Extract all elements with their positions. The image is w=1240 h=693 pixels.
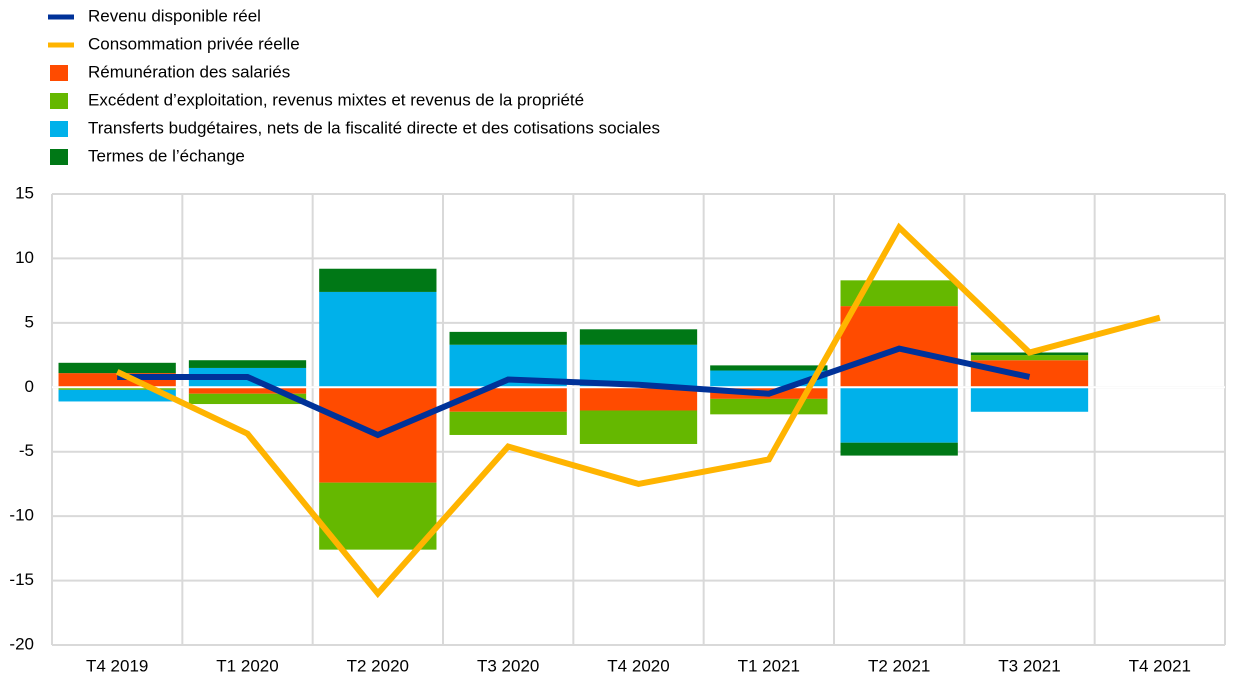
- legend-swatch: [50, 93, 68, 109]
- bar-segment: [579, 410, 698, 444]
- bar-segment: [58, 362, 176, 374]
- bar-segment: [970, 355, 1089, 361]
- x-tick-label: T4 2021: [1129, 656, 1191, 675]
- y-tick-label: 5: [25, 312, 34, 331]
- legend-label: Excédent d’exploitation, revenus mixtes …: [88, 90, 584, 109]
- y-tick-label: 0: [25, 377, 34, 396]
- bar-segment: [710, 365, 828, 371]
- legend-label: Termes de l’échange: [88, 146, 245, 165]
- bar-segment: [188, 387, 307, 394]
- bar-segment: [579, 329, 698, 345]
- line-series: [115, 222, 1161, 599]
- x-tick-label: T3 2020: [477, 656, 539, 675]
- x-tick-label: T4 2020: [607, 656, 669, 675]
- bar-segment: [710, 398, 828, 415]
- y-tick-label: -15: [9, 570, 34, 589]
- x-tick-label: T1 2020: [216, 656, 278, 675]
- y-tick-label: -20: [9, 634, 34, 653]
- bar-segment: [58, 387, 176, 390]
- y-tick-label: -10: [9, 506, 34, 525]
- legend-swatch: [50, 149, 68, 165]
- bar-segment: [319, 268, 437, 292]
- bar-segment: [449, 411, 567, 435]
- legend-label: Consommation privée réelle: [88, 34, 300, 53]
- bar-segment: [840, 387, 958, 443]
- bar-segment: [319, 482, 437, 550]
- bar-segment: [58, 389, 176, 402]
- labels: -20 -15 -10 -5 0 5 10 15 T4 2019 T1 2020 T2 2020 T3…: [9, 6, 1191, 675]
- x-tick-label: T4 2019: [86, 656, 148, 675]
- y-tick-label: 15: [15, 183, 34, 202]
- bar-segment: [970, 360, 1089, 388]
- x-tick-label: T3 2021: [998, 656, 1060, 675]
- y-tick-label: -5: [19, 441, 34, 460]
- legend-swatch: [50, 121, 68, 137]
- bar-segment: [188, 393, 307, 405]
- bar-segment: [579, 387, 698, 411]
- legend-label: Revenu disponible réel: [88, 6, 261, 25]
- bar-segment: [970, 387, 1089, 412]
- bar-segment: [319, 291, 437, 388]
- bar-segment: [840, 442, 958, 456]
- bar-segment: [449, 387, 567, 412]
- legend-swatch: [50, 65, 68, 81]
- x-tick-label: T2 2021: [868, 656, 930, 675]
- bars: [52, 268, 1225, 550]
- lines: [115, 222, 1161, 599]
- y-tick-label: 10: [15, 248, 34, 267]
- bar-segment: [188, 360, 307, 368]
- x-tick-label: T1 2021: [738, 656, 800, 675]
- legend-label: Rémunération des salariés: [88, 62, 290, 81]
- bar-segment: [449, 331, 567, 345]
- legend-label: Transferts budgétaires, nets de la fisca…: [88, 118, 660, 137]
- line-series: [117, 345, 1031, 439]
- x-tick-label: T2 2020: [347, 656, 409, 675]
